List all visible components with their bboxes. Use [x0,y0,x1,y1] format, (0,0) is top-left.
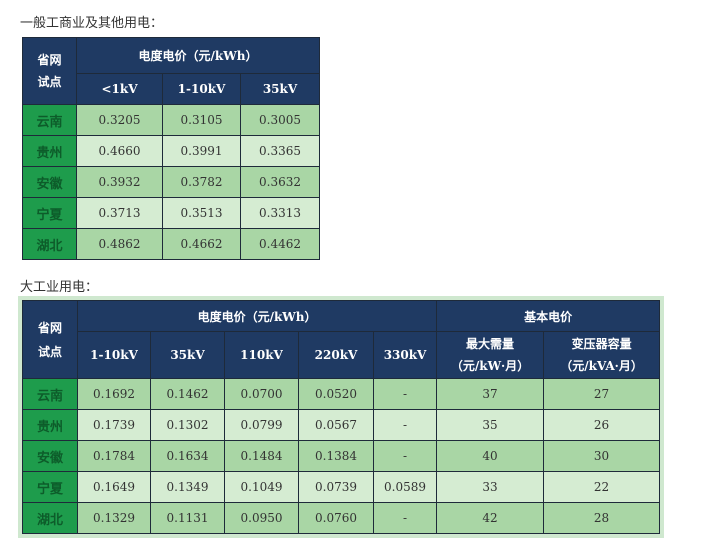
energy-price-cell: 0.1692 [77,378,151,410]
province-header: 省网试点 [22,300,78,379]
basic-price-cell: 33 [436,471,545,503]
province-cell: 云南 [22,378,78,410]
price-cell: 0.4462 [240,228,320,260]
price-cell: 0.4662 [162,228,241,260]
province-cell: 贵州 [22,135,77,167]
energy-price-cell: 0.0799 [224,409,299,441]
table-row: 云南 0.3205 0.3105 0.3005 [22,104,320,136]
basic-price-column-header: 变压器容量 （元/kVA·月） [543,331,661,379]
price-cell: 0.3205 [76,104,163,136]
table-row: 贵州 0.1739 0.1302 0.0799 0.0567-35 26 [22,409,661,441]
energy-price-cell: 0.1384 [298,440,374,472]
energy-price-cell: 0.1484 [224,440,299,472]
basic-price-cell: 30 [543,440,661,472]
province-cell: 宁夏 [22,197,77,229]
province-cell: 云南 [22,104,77,136]
energy-price-cell: 0.1739 [77,409,151,441]
province-header: 省网试点 [22,37,77,105]
energy-price-cell: 0.0950 [224,502,299,534]
energy-price-cell: - [372,378,438,410]
price-cell: 0.4660 [76,135,163,167]
price-cell: 0.3991 [162,135,241,167]
energy-price-cell: 0.1131 [150,502,225,534]
energy-price-cell: 0.0520 [298,378,374,410]
energy-price-cell: 0.1649 [77,471,151,503]
basic-price-cell: 35 [436,409,545,441]
energy-price-cell: - [372,440,438,472]
price-cell: 0.3782 [162,166,241,198]
energy-price-cell: 0.1462 [150,378,225,410]
energy-price-cell: 0.1784 [77,440,151,472]
column-unit: （元/kW·月） [450,359,530,373]
voltage-column-header: 330kV [372,331,438,379]
table-row: 云南 0.1692 0.1462 0.0700 0.0520-37 27 [22,378,661,410]
price-cell: 0.3932 [76,166,163,198]
voltage-column-header: <1kV [76,73,163,105]
energy-price-cell: 0.1302 [150,409,225,441]
basic-price-cell: 26 [543,409,661,441]
price-cell: 0.3365 [240,135,320,167]
price-cell: 0.3105 [162,104,241,136]
basic-price-header: 基本电价 [436,300,661,332]
basic-price-cell: 28 [543,502,661,534]
basic-price-cell: 37 [436,378,545,410]
basic-price-cell: 42 [436,502,545,534]
table-row: 贵州 0.4660 0.3991 0.3365 [22,135,320,167]
energy-price-cell: 0.0739 [298,471,374,503]
table-row: 安徽 0.1784 0.1634 0.1484 0.1384-40 30 [22,440,661,472]
section1-caption: 一般工商业及其他用电： [20,16,164,31]
energy-price-header: 电度电价（元/kWh） [76,37,320,74]
price-cell: 0.3005 [240,104,320,136]
province-cell: 安徽 [22,440,78,472]
energy-price-cell: 0.0700 [224,378,299,410]
price-cell: 0.3632 [240,166,320,198]
voltage-column-header: 35kV [240,73,320,105]
price-cell: 0.4862 [76,228,163,260]
energy-price-cell: 0.1049 [224,471,299,503]
energy-price-cell: 0.0589 [372,471,438,503]
price-cell: 0.3713 [76,197,163,229]
energy-price-cell: 0.0567 [298,409,374,441]
voltage-column-header: 35kV [150,331,225,379]
basic-price-cell: 22 [543,471,661,503]
table-row: 安徽 0.3932 0.3782 0.3632 [22,166,320,198]
energy-price-cell: - [372,502,438,534]
energy-price-cell: 0.1349 [150,471,225,503]
energy-price-cell: 0.1329 [77,502,151,534]
price-cell: 0.3313 [240,197,320,229]
province-cell: 湖北 [22,502,78,534]
energy-price-header: 电度电价（元/kWh） [76,300,438,332]
basic-price-cell: 40 [436,440,545,472]
province-cell: 湖北 [22,228,77,260]
basic-price-cell: 27 [543,378,661,410]
province-cell: 宁夏 [22,471,78,503]
column-title: 变压器容量 [571,337,632,351]
basic-price-column-header: 最大需量 （元/kW·月） [436,331,545,379]
province-cell: 贵州 [22,409,78,441]
general-commercial-price-table: 省网试点 电度电价（元/kWh） <1kV 1-10kV 35kV 云南 0.3205… [22,37,320,260]
table-row: 宁夏 0.3713 0.3513 0.3313 [22,197,320,229]
energy-price-cell: - [372,409,438,441]
table-row: 湖北 0.1329 0.1131 0.0950 0.0760-42 28 [22,502,661,534]
table-row: 宁夏 0.1649 0.1349 0.1049 0.0739 0.0589 33 22 [22,471,661,503]
table-row: 湖北 0.4862 0.4662 0.4462 [22,228,320,260]
voltage-column-header: 220kV [298,331,374,379]
province-cell: 安徽 [22,166,77,198]
voltage-column-header: 1-10kV [77,331,151,379]
column-unit: （元/kVA·月） [560,359,643,373]
voltage-column-header: 1-10kV [162,73,241,105]
large-industry-price-table: 省网试点 电度电价（元/kWh） 基本电价 1-10kV 35kV 110kV 220… [22,300,661,534]
energy-price-cell: 0.1634 [150,440,225,472]
column-title: 最大需量 [466,337,515,351]
price-cell: 0.3513 [162,197,241,229]
section2-caption: 大工业用电： [20,280,99,295]
energy-price-cell: 0.0760 [298,502,374,534]
voltage-column-header: 110kV [224,331,299,379]
